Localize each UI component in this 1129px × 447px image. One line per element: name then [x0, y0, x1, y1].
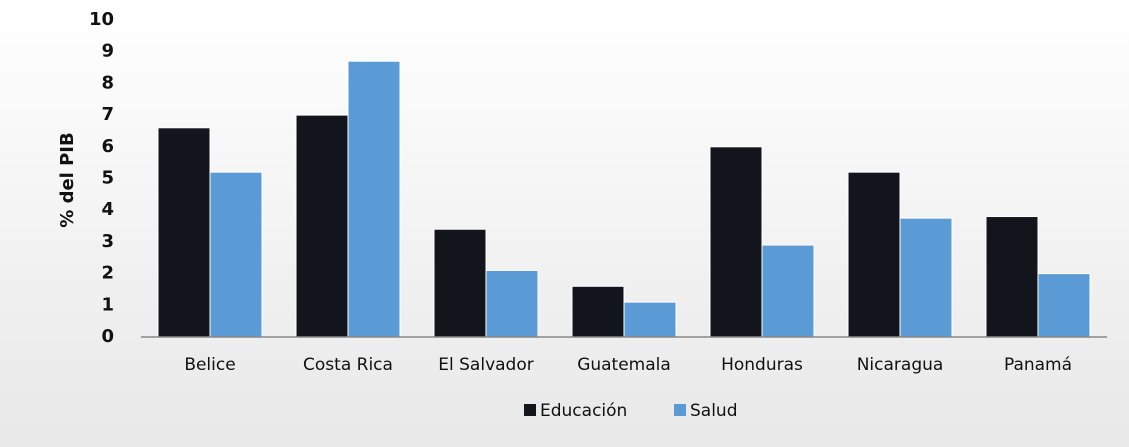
y-tick-label: 0 [101, 326, 114, 347]
x-tick-label: El Salvador [438, 355, 533, 375]
y-tick-label: 4 [101, 199, 114, 220]
bar [1037, 273, 1091, 338]
bar [709, 146, 763, 338]
x-tick-label: Guatemala [577, 355, 671, 375]
x-tick-label: Honduras [721, 355, 803, 375]
y-tick-label: 1 [101, 294, 114, 315]
bar [899, 217, 953, 338]
legend-swatch [524, 404, 536, 416]
bar [623, 301, 677, 338]
legend-label: Salud [690, 401, 738, 421]
bar [985, 216, 1039, 338]
bar [761, 244, 815, 338]
y-tick-label: 3 [101, 231, 114, 252]
legend-swatch [674, 404, 686, 416]
y-tick-label: 7 [101, 104, 114, 125]
y-axis-label: % del PIB [57, 132, 78, 227]
bar [157, 127, 211, 338]
legend-label: Educación [540, 401, 627, 421]
y-tick-label: 8 [101, 72, 114, 93]
x-tick-label: Costa Rica [303, 355, 393, 375]
y-tick-label: 10 [89, 9, 114, 30]
x-tick-label: Panamá [1004, 355, 1072, 375]
bar [847, 171, 901, 338]
y-tick-label: 2 [101, 263, 114, 284]
bar [347, 60, 401, 338]
bar [295, 114, 349, 338]
bar [433, 228, 487, 338]
x-tick-label: Nicaragua [857, 355, 944, 375]
bar [571, 285, 625, 338]
y-tick-label: 5 [101, 168, 114, 189]
x-tick-label: Belice [184, 355, 235, 375]
bar [209, 171, 263, 338]
y-tick-label: 9 [101, 41, 114, 62]
bar [485, 269, 539, 338]
y-tick-label: 6 [101, 136, 114, 157]
